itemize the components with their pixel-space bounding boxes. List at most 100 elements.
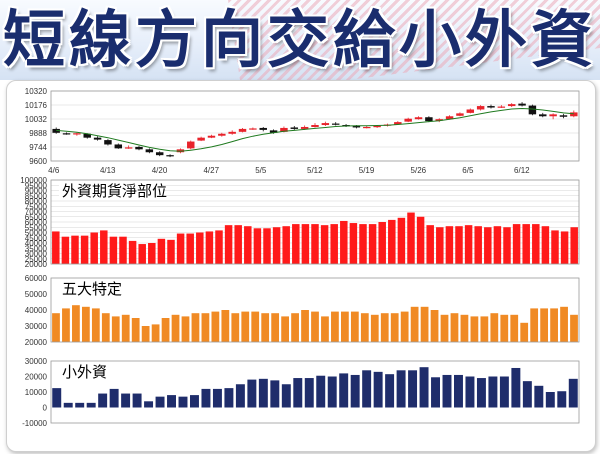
y-tick-label: 10000 bbox=[25, 388, 48, 397]
bar-1-38 bbox=[416, 216, 425, 264]
y-tick-label: 95000 bbox=[25, 181, 48, 190]
bar-1-3 bbox=[80, 235, 89, 264]
y-tick-label: 65000 bbox=[25, 213, 48, 222]
bar-2-46 bbox=[510, 314, 519, 342]
bar-1-49 bbox=[522, 224, 530, 264]
bar-2-33 bbox=[380, 313, 389, 342]
panel-title: 五大特定 bbox=[62, 280, 122, 298]
bar-2-21 bbox=[261, 313, 270, 342]
bar-3-32 bbox=[419, 367, 429, 408]
bar-2-40 bbox=[450, 313, 459, 342]
y-tick-label: 0 bbox=[43, 404, 48, 413]
y-tick-label: 80000 bbox=[25, 197, 48, 206]
bar-2-4 bbox=[91, 308, 100, 342]
candle-35 bbox=[414, 117, 423, 120]
candle-36 bbox=[425, 117, 433, 122]
x-tick-label: 6/5 bbox=[462, 166, 474, 175]
bar-1-16 bbox=[205, 231, 214, 264]
bar-2-14 bbox=[191, 313, 200, 342]
candle-42 bbox=[487, 106, 495, 108]
y-tick-label: 30000 bbox=[25, 250, 48, 259]
bar-3-38 bbox=[488, 376, 498, 408]
bar-2-39 bbox=[440, 314, 449, 342]
bar-3-17 bbox=[247, 379, 257, 408]
bar-1-15 bbox=[196, 232, 204, 264]
candle-26 bbox=[321, 123, 330, 126]
bar-1-52 bbox=[551, 230, 559, 264]
bar-2-18 bbox=[231, 313, 240, 342]
bar-3-27 bbox=[362, 370, 372, 408]
y-tick-label: 55000 bbox=[25, 223, 48, 232]
bar-1-43 bbox=[464, 225, 473, 264]
x-tick-label: 4/6 bbox=[48, 166, 60, 175]
bar-2-25 bbox=[301, 310, 309, 342]
candle-33 bbox=[394, 122, 402, 125]
bar-2-32 bbox=[370, 314, 379, 342]
bar-1-19 bbox=[234, 225, 242, 264]
bar-3-21 bbox=[293, 378, 303, 408]
bar-2-23 bbox=[281, 316, 289, 342]
candle-13 bbox=[187, 141, 195, 149]
y-tick-label: 60000 bbox=[25, 218, 48, 227]
x-tick-label: 5/26 bbox=[411, 166, 427, 175]
bar-2-8 bbox=[131, 318, 140, 342]
bar-1-25 bbox=[292, 224, 300, 264]
bar-3-23 bbox=[316, 375, 326, 408]
candle-29 bbox=[352, 126, 361, 128]
bar-2-51 bbox=[560, 306, 568, 342]
bar-3-12 bbox=[190, 395, 199, 408]
bar-3-1 bbox=[63, 402, 73, 408]
bar-3-14 bbox=[212, 388, 222, 408]
bar-2-27 bbox=[321, 316, 329, 342]
panel-title: 外資期貨淨部位 bbox=[62, 182, 167, 200]
x-tick-label: 4/13 bbox=[100, 166, 116, 175]
y-tick-label: 9888 bbox=[29, 129, 47, 138]
bar-3-25 bbox=[339, 373, 349, 408]
candle-50 bbox=[570, 112, 578, 117]
y-tick-label: 40000 bbox=[25, 306, 48, 315]
bar-2-5 bbox=[101, 313, 110, 342]
bar-1-13 bbox=[176, 233, 185, 264]
bar-3-4 bbox=[98, 393, 108, 408]
bar-3-26 bbox=[350, 374, 360, 408]
y-tick-label: 90000 bbox=[25, 187, 48, 196]
candle-41 bbox=[476, 106, 485, 110]
candle-34 bbox=[404, 118, 412, 122]
candle-48 bbox=[549, 114, 557, 117]
bar-1-29 bbox=[330, 224, 338, 264]
x-tick-label: 4/27 bbox=[203, 166, 219, 175]
candle-37 bbox=[435, 119, 443, 121]
bar-1-11 bbox=[157, 238, 166, 264]
bar-3-16 bbox=[235, 384, 245, 408]
bar-1-27 bbox=[311, 224, 319, 264]
y-tick-label: 50000 bbox=[25, 290, 48, 299]
bar-2-52 bbox=[570, 314, 578, 342]
candle-8 bbox=[135, 146, 143, 150]
bar-2-24 bbox=[291, 313, 299, 342]
bar-1-24 bbox=[282, 226, 290, 264]
candle-1 bbox=[62, 133, 71, 135]
bar-1-51 bbox=[541, 226, 550, 264]
chart-frame: 9600 9744 9888 10032 10176 10320 4/6 4/13 4/20 4/… bbox=[6, 80, 596, 452]
bar-2-47 bbox=[520, 322, 529, 342]
bar-3-33 bbox=[431, 377, 440, 408]
y-tick-label: 25000 bbox=[25, 255, 48, 264]
bar-1-4 bbox=[90, 232, 98, 264]
y-tick-label: 10320 bbox=[25, 87, 48, 96]
x-tick-label: 4/20 bbox=[152, 166, 168, 175]
bar-2-50 bbox=[550, 308, 558, 342]
bar-3-9 bbox=[155, 396, 165, 408]
bar-1-17 bbox=[215, 230, 223, 264]
bar-3-29 bbox=[385, 374, 395, 408]
bar-2-6 bbox=[111, 316, 120, 342]
y-tick-label: 30000 bbox=[25, 322, 48, 331]
bar-1-1 bbox=[61, 236, 70, 264]
candle-6 bbox=[114, 144, 123, 149]
bar-1-33 bbox=[368, 224, 377, 264]
bar-3-43 bbox=[545, 392, 555, 408]
y-tick-label: 30000 bbox=[25, 357, 48, 366]
candle-47 bbox=[539, 114, 547, 117]
bar-2-12 bbox=[171, 314, 180, 342]
candle-46 bbox=[528, 105, 537, 115]
bar-1-18 bbox=[224, 225, 233, 264]
